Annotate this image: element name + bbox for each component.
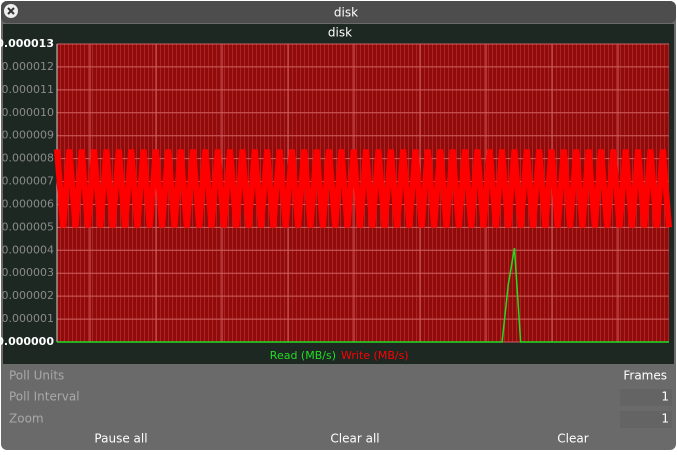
- spin-box[interactable]: [620, 411, 672, 428]
- y-tick-label: 0.000005: [2, 220, 55, 233]
- plot: [54, 43, 672, 343]
- button[interactable]: Clear: [557, 432, 588, 446]
- series-line: [57, 247, 669, 343]
- y-tick-label: 0.000009: [2, 129, 55, 142]
- y-tick-label: 0.000012: [2, 60, 55, 73]
- controls: Poll Units Frames Poll Interval 1 Zoom 1…: [9, 369, 672, 446]
- button[interactable]: Clear all: [330, 432, 379, 446]
- y-tick-label: 0.000011: [2, 83, 55, 96]
- y-tick-label: 0.000010: [2, 106, 55, 119]
- y-tick-label: 0.000004: [2, 243, 55, 256]
- close-icon: [7, 7, 15, 15]
- window-title: disk: [334, 6, 358, 20]
- y-tick-label: 0.000001: [2, 312, 55, 325]
- y-tick-label: 0.000000: [0, 335, 54, 348]
- legend-entry: Write (MB/s): [341, 349, 409, 362]
- spin-box[interactable]: [620, 389, 672, 406]
- control-value[interactable]: 1: [661, 412, 669, 426]
- control-label: Zoom: [9, 412, 44, 426]
- legend-entry: Read (MB/s): [270, 349, 336, 362]
- chart-title: disk: [328, 26, 352, 40]
- control-label: Poll Interval: [9, 390, 80, 404]
- y-tick-label: 0.000007: [2, 175, 55, 188]
- y-tick-label: 0.000013: [0, 37, 54, 50]
- control-value[interactable]: 1: [661, 390, 669, 404]
- series-line: [54, 149, 672, 228]
- y-tick-label: 0.000002: [2, 289, 55, 302]
- y-tick-label: 0.000008: [2, 152, 55, 165]
- button[interactable]: Pause all: [94, 432, 147, 446]
- control-label: Poll Units: [9, 369, 64, 383]
- title-bar: [1, 1, 676, 23]
- y-tick-label: 0.000003: [2, 266, 55, 279]
- control-value[interactable]: Frames: [623, 369, 667, 383]
- y-tick-label: 0.000006: [2, 197, 55, 210]
